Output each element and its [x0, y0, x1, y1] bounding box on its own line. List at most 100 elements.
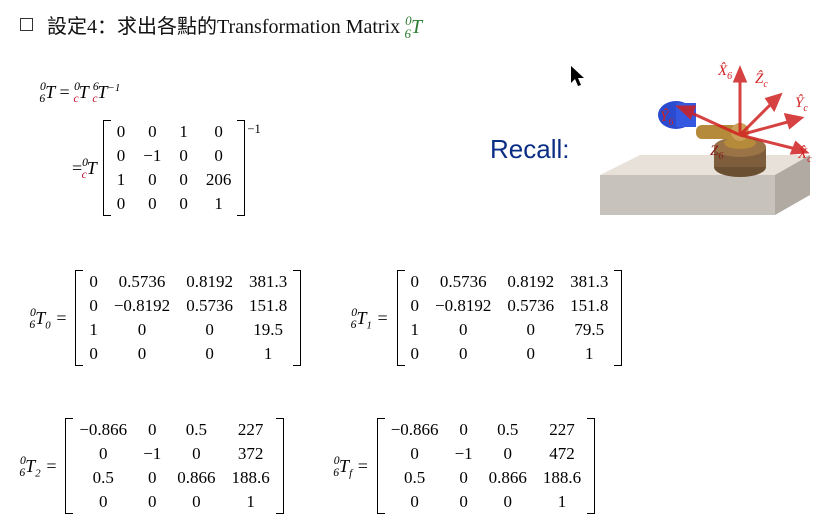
presup: 0 — [30, 306, 36, 319]
equals: = — [55, 308, 67, 328]
matrix-cell: 0.5736 — [507, 296, 554, 316]
equals: = — [72, 158, 82, 179]
equation-1: 06T = 0cT 6cT−1 — [40, 82, 120, 103]
matrix-cell: 1 — [558, 492, 567, 512]
matrix-cell: 0 — [117, 194, 126, 214]
matrix-cell: 0 — [411, 272, 420, 292]
matrix-cell: 0.5 — [186, 420, 207, 440]
T: T — [35, 308, 45, 328]
matrix-cell: −0.866 — [391, 420, 439, 440]
matrix-cell: 0 — [179, 194, 188, 214]
table-top — [600, 155, 810, 175]
matrix-cell: −1 — [143, 146, 161, 166]
matrix-cell: 151.8 — [570, 296, 608, 316]
presup: 0 — [351, 306, 357, 319]
subidx: 1 — [366, 319, 371, 331]
svg-text:Ŷc: Ŷc — [795, 94, 808, 114]
matrix-cell: 227 — [238, 420, 264, 440]
matrix-cell: 1 — [89, 320, 98, 340]
presub: c — [82, 168, 87, 181]
matrix-cells: 00.57360.8192381.30−0.81920.5736151.8100… — [83, 270, 293, 366]
matrix-cell: −1 — [143, 444, 161, 464]
matrix-cell: −0.8192 — [114, 296, 170, 316]
bracket-left — [377, 418, 385, 514]
T: T — [25, 456, 35, 476]
bracket-right — [614, 270, 622, 366]
matrix-cell: 0.866 — [177, 468, 215, 488]
T0-label: 06T0 = — [30, 308, 67, 329]
heading-text: 設定4：求出各點的Transformation Matrix 06T — [47, 10, 422, 39]
equals: = — [376, 308, 388, 328]
matrix-cell: 381.3 — [249, 272, 287, 292]
subidx: f — [349, 467, 352, 479]
matrix-cell: 0.5 — [497, 420, 518, 440]
matrix-cell: −0.866 — [79, 420, 127, 440]
T2-matrix: −0.86600.52270−103720.500.866188.60001 — [65, 418, 283, 514]
bracket-left — [103, 120, 111, 216]
presub: 6 — [405, 26, 412, 41]
presup: 0 — [20, 454, 26, 467]
matrix-cell: 0 — [179, 170, 188, 190]
matrix-row-1: 06T0 = 00.57360.8192381.30−0.81920.57361… — [30, 270, 622, 366]
matrix-cell: 0 — [205, 320, 214, 340]
presub: 6 — [351, 318, 357, 331]
matrix-cell: 1 — [246, 492, 255, 512]
matrix-cell: 0 — [459, 468, 468, 488]
matrix-cell: 0 — [148, 194, 157, 214]
matrix-cell: 0 — [459, 320, 468, 340]
Tf-equation: 06Tf = −0.86600.52270−104720.500.866188.… — [334, 418, 595, 514]
matrix-cell: 206 — [206, 170, 232, 190]
matrix-cell: 0 — [459, 420, 468, 440]
matrix-cell: 472 — [549, 444, 575, 464]
T: T — [339, 456, 349, 476]
matrix-cell: 0.5 — [404, 468, 425, 488]
slide-heading: 設定4：求出各點的Transformation Matrix 06T — [20, 10, 422, 39]
matrix-cell: 1 — [264, 344, 273, 364]
equation-2: = 0cT 00100−1001002060001 −1 — [72, 120, 261, 216]
eq1-lhs: 06T — [40, 82, 59, 102]
heading-prefix: 設定4：求出各點的Transformation Matrix — [47, 16, 405, 38]
matrix-cell: 227 — [549, 420, 575, 440]
T1-equation: 06T1 = 00.57360.8192381.30−0.81920.57361… — [351, 270, 622, 366]
matrix-cells: −0.86600.52270−104720.500.866188.60001 — [385, 418, 587, 514]
matrix-row-2: 06T2 = −0.86600.52270−103720.500.866188.… — [20, 418, 595, 514]
eq1-r1: 0cT — [74, 82, 93, 102]
matrix-cell: 0 — [89, 344, 98, 364]
matrix-cell: 188.6 — [543, 468, 581, 488]
recall-label: Recall: — [490, 134, 569, 165]
matrix-cell: 0.5736 — [440, 272, 487, 292]
matrix-cell: 188.6 — [232, 468, 270, 488]
matrix-cell: 0 — [527, 320, 536, 340]
matrix-cell: 19.5 — [253, 320, 283, 340]
matrix-cell: 0.5 — [93, 468, 114, 488]
T1-matrix: 00.57360.8192381.30−0.81920.5736151.8100… — [397, 270, 623, 366]
matrix-cell: −0.8192 — [435, 296, 491, 316]
T: T — [87, 158, 97, 178]
matrix-cell: 0 — [205, 344, 214, 364]
matrix-cells: 00.57360.8192381.30−0.81920.5736151.8100… — [405, 270, 615, 366]
matrix-cell: 0 — [527, 344, 536, 364]
Tf-label: 06Tf = — [334, 456, 369, 477]
matrix-cell: 151.8 — [249, 296, 287, 316]
matrix-cell: 0 — [138, 344, 147, 364]
matrix-cell: 0 — [504, 492, 513, 512]
matrix-cell: 0 — [410, 492, 419, 512]
matrix-cell: 0 — [148, 468, 157, 488]
matrix-cell: 0 — [214, 122, 223, 142]
inverse-sup: −1 — [108, 82, 121, 94]
presub: c — [74, 92, 79, 105]
bullet-icon — [20, 18, 33, 31]
matrix-cell: 0.866 — [489, 468, 527, 488]
matrix-cell: 0.8192 — [186, 272, 233, 292]
equals: = — [357, 456, 369, 476]
matrix-cell: 0 — [192, 492, 201, 512]
matrix-cell: 79.5 — [574, 320, 604, 340]
T0-equation: 06T0 = 00.57360.8192381.30−0.81920.57361… — [30, 270, 301, 366]
robot-diagram: X̂6 Ẑc Ŷc Ŷ6 Z6 X̂c — [600, 55, 820, 215]
matrix-cell: 0 — [410, 444, 419, 464]
T: T — [98, 82, 108, 102]
matrix-cell: 381.3 — [570, 272, 608, 292]
matrix-cell: 0.5736 — [119, 272, 166, 292]
table-front — [600, 175, 775, 215]
presub: 6 — [333, 466, 339, 479]
